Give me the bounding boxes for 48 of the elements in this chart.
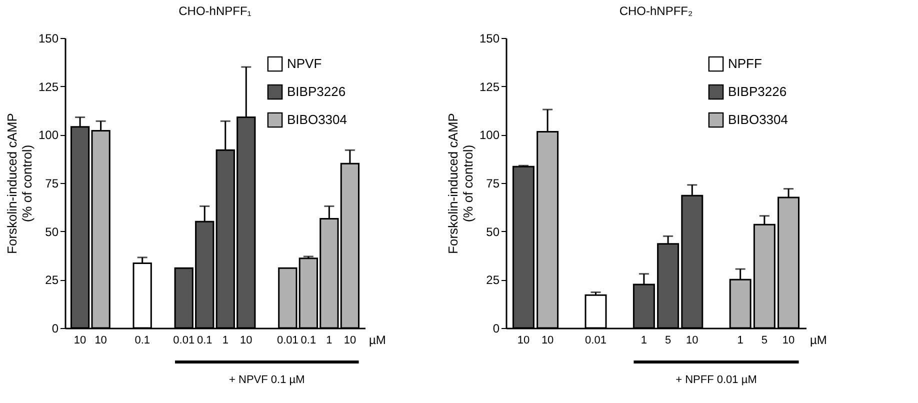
x-tick-label: 0.1 [196,334,212,346]
y-tick-label: 0 [52,322,59,336]
legend-label: NPVF [287,56,322,71]
x-tick-label: 10 [686,334,698,346]
x-tick-label: 0.1 [134,334,150,346]
x-tick-label: 1 [737,334,744,346]
x-tick-label: 10 [94,334,107,346]
y-tick-label: 100 [479,128,500,142]
x-tick-label: 0.1 [300,334,316,346]
legend-label: BIBP3226 [287,84,346,99]
x-tick-label: 10 [74,334,86,346]
text: + NPVF 0.1 µM [229,374,305,386]
legend-label: BIBO3304 [287,112,347,127]
y-tick-label: 100 [38,128,59,142]
legend-label: BIBO3304 [728,112,788,127]
y-tick-label: 125 [38,80,59,94]
y-tick-label: 75 [486,176,500,190]
legend-label: NPFF [728,56,762,71]
x-axis-title: µM [369,333,386,347]
text: + NPFF 0.01 µM [676,374,757,386]
y-tick-label: 50 [45,224,59,239]
legend-label: BIBP3226 [728,84,787,99]
y-tick-label: 25 [486,273,500,288]
x-tick-label: 10 [344,334,356,346]
y-tick-label: 125 [479,80,500,94]
x-axis-title: µM [810,333,827,347]
chart-title: CHO-hNPFF₂ [619,4,693,18]
y-tick-label: 25 [45,273,59,288]
x-tick-label: 10 [517,334,530,346]
x-tick-label: 5 [761,334,768,346]
y-tick-label: 150 [38,32,59,46]
x-tick-label: 5 [664,334,672,346]
x-tick-label: 1 [222,334,228,346]
x-tick-label: 1 [326,334,332,346]
y-tick-label: 75 [45,176,59,190]
x-tick-label: 10 [782,334,795,346]
y-axis-title: Forskolin-induced cAMP (% of control) [445,113,476,254]
chart-title: CHO-hNPFF₁ [178,4,252,18]
x-tick-label: 10 [541,334,554,346]
y-tick-label: 0 [492,322,500,336]
x-tick-label: 0.01 [276,334,298,346]
y-tick-label: 150 [479,32,500,46]
x-tick-label: 0.01 [173,334,195,346]
x-tick-label: 10 [240,334,252,346]
y-tick-label: 50 [486,224,500,239]
x-tick-label: 1 [640,334,648,346]
y-axis-title: Forskolin-induced cAMP (% of control) [4,113,34,254]
x-tick-label: 0.01 [585,334,606,346]
